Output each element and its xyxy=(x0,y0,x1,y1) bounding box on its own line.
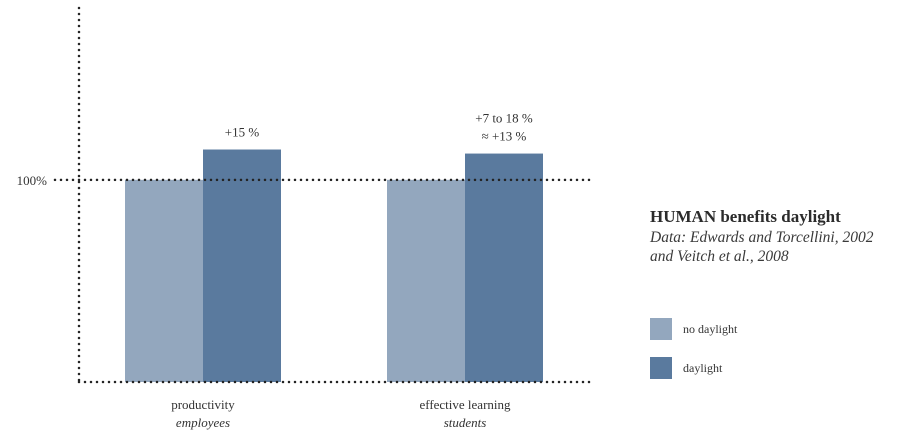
bar-value-label-1-0: +7 to 18 % xyxy=(475,111,533,126)
category-sublabel-1: students xyxy=(444,415,487,430)
category-label-0: productivity xyxy=(171,397,235,412)
chart-title: HUMAN benefits daylight xyxy=(650,207,841,226)
bar-chart: 100% +15 % +7 to 18 % ≈ +13 % productivity em… xyxy=(17,6,594,430)
reference-line-label: 100% xyxy=(17,173,48,188)
bar-daylight-0 xyxy=(203,149,281,382)
chart-info: HUMAN benefits daylight Data: Edwards an… xyxy=(650,206,920,266)
legend-swatch-no-daylight xyxy=(650,318,672,340)
category-sublabel-0: employees xyxy=(176,415,230,430)
bar-value-label-0-0: +15 % xyxy=(225,125,260,140)
bar-no-daylight-0 xyxy=(125,179,203,382)
legend-item-daylight: daylight xyxy=(650,357,737,379)
legend-item-no-daylight: no daylight xyxy=(650,318,737,340)
legend-swatch-daylight xyxy=(650,357,672,379)
bar-value-label-1-1: ≈ +13 % xyxy=(482,129,527,144)
legend-label-no-daylight: no daylight xyxy=(683,321,738,336)
category-label-1: effective learning xyxy=(419,397,511,412)
bar-daylight-1 xyxy=(465,153,543,382)
data-source-line-1: Data: Edwards and Torcellini, 2002 xyxy=(650,229,874,246)
legend-label-daylight: daylight xyxy=(683,360,723,375)
data-source-line-2: and Veitch et al., 2008 xyxy=(650,248,789,265)
bar-no-daylight-1 xyxy=(387,179,465,382)
legend: no daylight daylight xyxy=(650,318,737,396)
